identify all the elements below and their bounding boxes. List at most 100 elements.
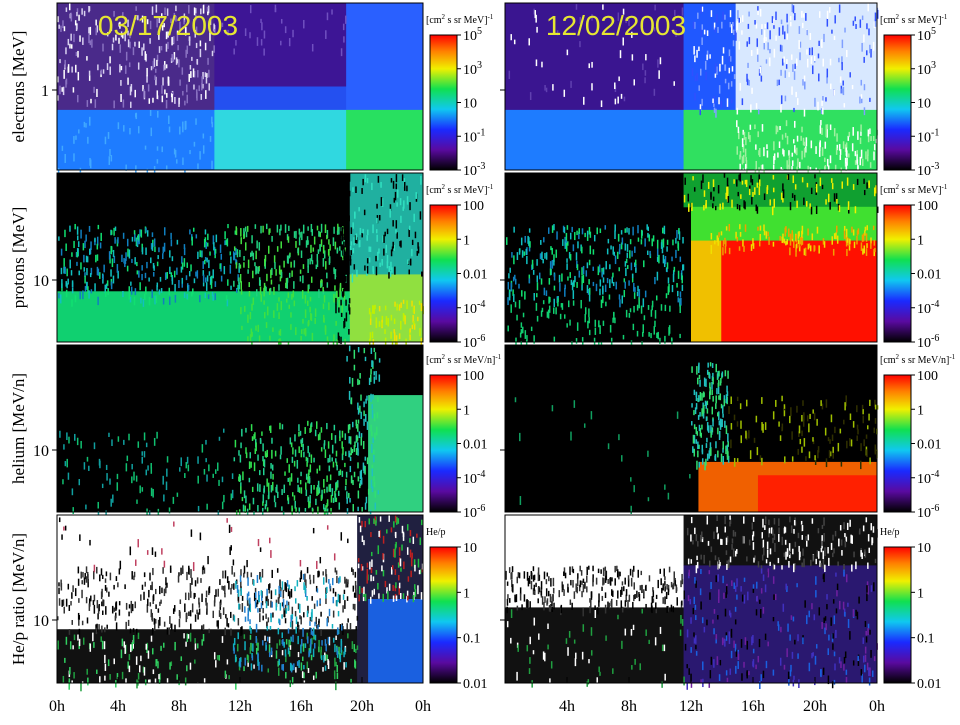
spectrogram-cell bbox=[785, 551, 787, 560]
spectrogram-cell bbox=[773, 153, 776, 161]
spectrogram-cell bbox=[364, 593, 367, 602]
spectrogram-cell bbox=[378, 321, 381, 327]
spectrogram-cell bbox=[202, 624, 205, 630]
spectrogram-cell bbox=[255, 250, 257, 260]
y-tick-label: 10 bbox=[33, 613, 49, 630]
spectrogram-cell bbox=[322, 667, 324, 672]
spectrogram-cell bbox=[102, 278, 104, 284]
spectrogram-cell bbox=[587, 679, 590, 685]
spectrogram-cell bbox=[696, 49, 698, 58]
spectrogram-cell bbox=[659, 57, 662, 65]
spectrogram-cell bbox=[777, 624, 780, 631]
spectrogram-cell bbox=[814, 458, 817, 465]
spectrogram-cell bbox=[236, 249, 239, 254]
spectrogram-cell bbox=[74, 20, 77, 26]
spectrogram-cell bbox=[249, 603, 252, 613]
spectrogram-cell bbox=[851, 226, 853, 233]
spectrogram-cell bbox=[336, 190, 339, 196]
spectrogram-cell bbox=[208, 271, 211, 276]
spectrogram-cell bbox=[724, 245, 727, 254]
spectrogram-cell bbox=[398, 304, 401, 311]
spectrogram-cell bbox=[540, 590, 542, 596]
spectrogram-cell bbox=[351, 567, 353, 572]
spectrogram-cell bbox=[743, 516, 745, 524]
spectrogram-cell bbox=[127, 619, 130, 626]
spectrogram-cell bbox=[697, 541, 699, 547]
spectrogram-cell bbox=[354, 603, 356, 611]
colorbar-tick-label: 10 bbox=[463, 97, 477, 112]
spectrogram-cell bbox=[332, 637, 335, 643]
spectrogram-cell bbox=[857, 228, 860, 235]
spectrogram-cell bbox=[639, 585, 642, 591]
spectrogram-cell bbox=[758, 109, 760, 115]
spectrogram-cell bbox=[849, 519, 851, 527]
spectrogram-cell bbox=[136, 262, 138, 267]
spectrogram-cell bbox=[229, 546, 231, 556]
spectrogram-cell bbox=[778, 79, 780, 86]
spectrogram-cell bbox=[713, 187, 715, 192]
spectrogram-cell bbox=[205, 439, 207, 445]
spectrogram-cell bbox=[386, 587, 388, 594]
spectrogram-cell bbox=[688, 203, 690, 212]
spectrogram-cell bbox=[372, 437, 374, 444]
spectrogram-cell bbox=[219, 602, 222, 608]
spectrogram-cell bbox=[701, 458, 704, 465]
spectrogram-cell bbox=[520, 341, 523, 348]
spectrogram-cell bbox=[283, 610, 286, 618]
spectrogram-cell bbox=[122, 34, 124, 39]
spectrogram-cell bbox=[589, 231, 592, 238]
spectrogram-cell bbox=[704, 60, 707, 70]
spectrogram-cell bbox=[99, 242, 102, 249]
spectrogram-cell bbox=[298, 237, 301, 246]
spectrogram-cell bbox=[248, 282, 250, 288]
spectrogram-cell bbox=[749, 124, 752, 130]
spectrogram-cell bbox=[341, 470, 344, 477]
spectrogram-cell bbox=[803, 438, 806, 447]
spectrogram-cell bbox=[747, 62, 749, 68]
spectrogram-cell bbox=[395, 595, 398, 602]
spectrogram-cell bbox=[863, 178, 865, 184]
spectrogram-cell bbox=[786, 164, 789, 171]
spectrogram-cell bbox=[772, 669, 775, 676]
spectrogram-cell bbox=[194, 643, 197, 650]
spectrogram-cell bbox=[376, 203, 378, 209]
spectrogram-cell bbox=[149, 20, 152, 30]
spectrogram-cell bbox=[370, 574, 372, 582]
spectrogram-cell bbox=[372, 394, 374, 400]
spectrogram-cell bbox=[790, 615, 793, 620]
spectrogram-cell bbox=[57, 95, 59, 101]
spectrogram-cell bbox=[832, 552, 834, 558]
spectrogram-cell bbox=[309, 495, 311, 504]
spectrogram-cell bbox=[341, 291, 344, 297]
spectrogram-cell bbox=[729, 22, 732, 28]
spectrogram-cell bbox=[335, 290, 338, 295]
spectrogram-cell bbox=[176, 267, 178, 275]
spectrogram-cell bbox=[765, 231, 768, 239]
spectrogram-cell bbox=[87, 677, 89, 686]
spectrogram-cell bbox=[726, 444, 729, 452]
spectrogram-cell bbox=[94, 237, 96, 242]
spectrogram-cell bbox=[394, 569, 397, 575]
spectrogram-cell bbox=[270, 471, 272, 479]
spectrogram-cell bbox=[728, 223, 731, 232]
spectrogram-cell bbox=[373, 481, 376, 488]
spectrogram-cell bbox=[572, 280, 575, 286]
spectrogram-cell bbox=[625, 258, 628, 264]
spectrogram-cell bbox=[862, 415, 865, 424]
spectrogram-cell bbox=[808, 451, 811, 459]
spectrogram-cell bbox=[160, 599, 162, 604]
spectrogram-cell bbox=[307, 265, 309, 273]
spectrogram-cell bbox=[320, 282, 323, 287]
spectrogram-cell bbox=[400, 302, 402, 308]
spectrogram-cell bbox=[71, 592, 73, 599]
spectrogram-cell bbox=[324, 224, 327, 234]
spectrogram-cell bbox=[60, 267, 63, 275]
spectrogram-cell bbox=[378, 530, 380, 537]
spectrogram-cell bbox=[180, 567, 182, 576]
spectrogram-cell bbox=[865, 434, 868, 439]
spectrogram-cell bbox=[660, 304, 663, 311]
spectrogram-cell bbox=[691, 67, 694, 77]
spectrogram-cell bbox=[344, 576, 346, 584]
spectrogram-cell bbox=[679, 333, 681, 339]
spectrogram-cell bbox=[130, 83, 133, 92]
